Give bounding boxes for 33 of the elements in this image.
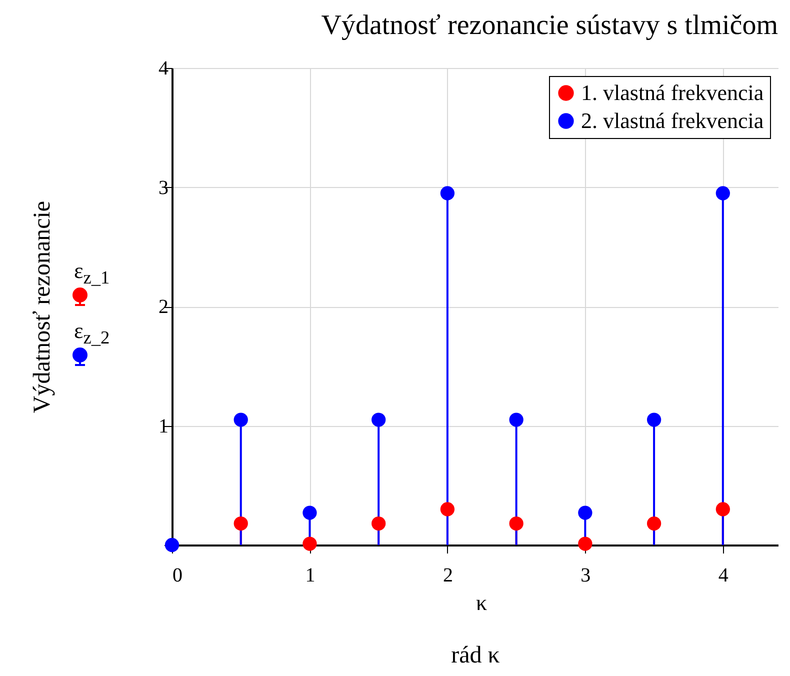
legend-label: 1. vlastná frekvencia	[581, 80, 764, 105]
x-tick-label: 2	[442, 564, 453, 586]
text: κ	[476, 590, 488, 616]
point	[716, 186, 730, 200]
y-axis-title: Výdatnosť rezonancie	[30, 200, 56, 414]
x-axis-title: rád κ	[451, 642, 500, 668]
point	[234, 516, 248, 531]
point	[234, 412, 248, 427]
y-tick-label: 4	[158, 58, 168, 80]
point	[372, 516, 386, 531]
point	[509, 516, 524, 531]
point	[372, 412, 386, 427]
point	[646, 412, 662, 427]
x-tick-label: 3	[580, 564, 591, 586]
point	[578, 536, 592, 551]
point	[302, 506, 317, 520]
x-tick-label: 0	[172, 564, 182, 586]
legend-label: 2. vlastná frekvencia	[581, 108, 764, 133]
point	[509, 412, 524, 427]
text: ε$_{z_1}$	[74, 258, 110, 288]
y-tick-label: 1	[158, 415, 168, 438]
point	[440, 186, 455, 200]
x-tick-label: 1	[305, 564, 316, 586]
point	[716, 502, 730, 516]
text: ε$_{z_2}$	[74, 318, 110, 348]
point	[578, 506, 592, 520]
y-tick-label: 3	[158, 176, 168, 199]
chart-title: Výdatnosť rezonancie sústavy s tlmičom	[321, 10, 778, 41]
x-tick-label: 4	[718, 564, 728, 586]
point	[302, 536, 317, 551]
point	[440, 502, 455, 516]
y-tick-label: 2	[158, 296, 168, 318]
point	[646, 516, 662, 531]
